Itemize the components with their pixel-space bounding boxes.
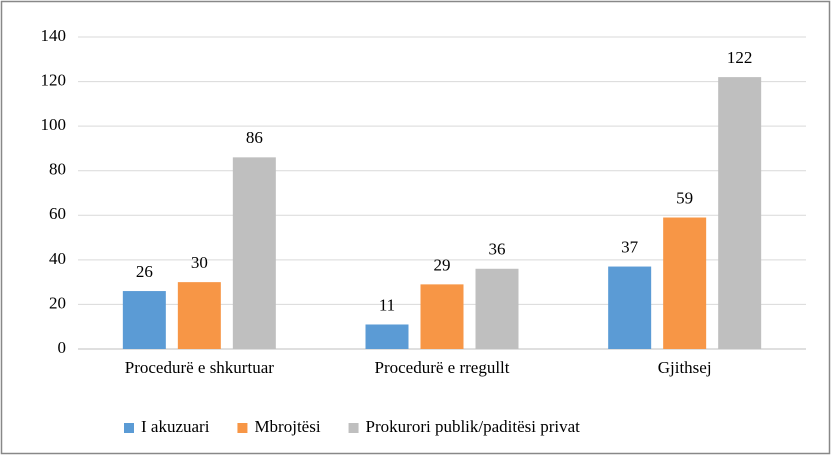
y-tick-label: 140 xyxy=(41,26,67,45)
bar xyxy=(177,282,221,349)
data-label: 36 xyxy=(489,240,506,259)
bar xyxy=(663,217,707,349)
legend-label: Mbrojtësi xyxy=(254,417,320,436)
y-tick-label: 40 xyxy=(49,249,66,268)
legend-swatch xyxy=(237,423,248,433)
data-label: 59 xyxy=(676,188,693,207)
data-label: 30 xyxy=(191,253,208,272)
data-label: 37 xyxy=(621,237,639,256)
x-tick-label: Procedurë e shkurtuar xyxy=(125,358,275,377)
data-label: 11 xyxy=(379,295,395,314)
bar xyxy=(365,324,409,349)
legend-label: I akuzuari xyxy=(141,417,210,436)
data-label: 29 xyxy=(434,255,451,274)
y-tick-label: 120 xyxy=(41,70,67,89)
legend-swatch xyxy=(124,423,134,433)
data-label: 26 xyxy=(136,262,153,281)
bar xyxy=(608,266,652,349)
bar xyxy=(122,291,166,349)
y-tick-label: 80 xyxy=(49,160,66,179)
y-tick-label: 60 xyxy=(49,204,66,223)
x-tick-label: Gjithsej xyxy=(658,358,712,377)
bar xyxy=(718,77,762,349)
bar xyxy=(420,284,464,349)
data-label: 86 xyxy=(246,128,263,147)
legend-label: Prokurori publik/paditësi privat xyxy=(366,417,581,436)
bar xyxy=(232,157,276,349)
y-tick-label: 20 xyxy=(49,293,66,312)
y-tick-label: 0 xyxy=(58,338,67,357)
y-tick-label: 100 xyxy=(41,115,67,134)
data-label: 122 xyxy=(727,48,753,67)
bar xyxy=(475,268,519,349)
legend-swatch xyxy=(348,423,359,433)
x-tick-label: Procedurë e rregullt xyxy=(375,358,510,377)
